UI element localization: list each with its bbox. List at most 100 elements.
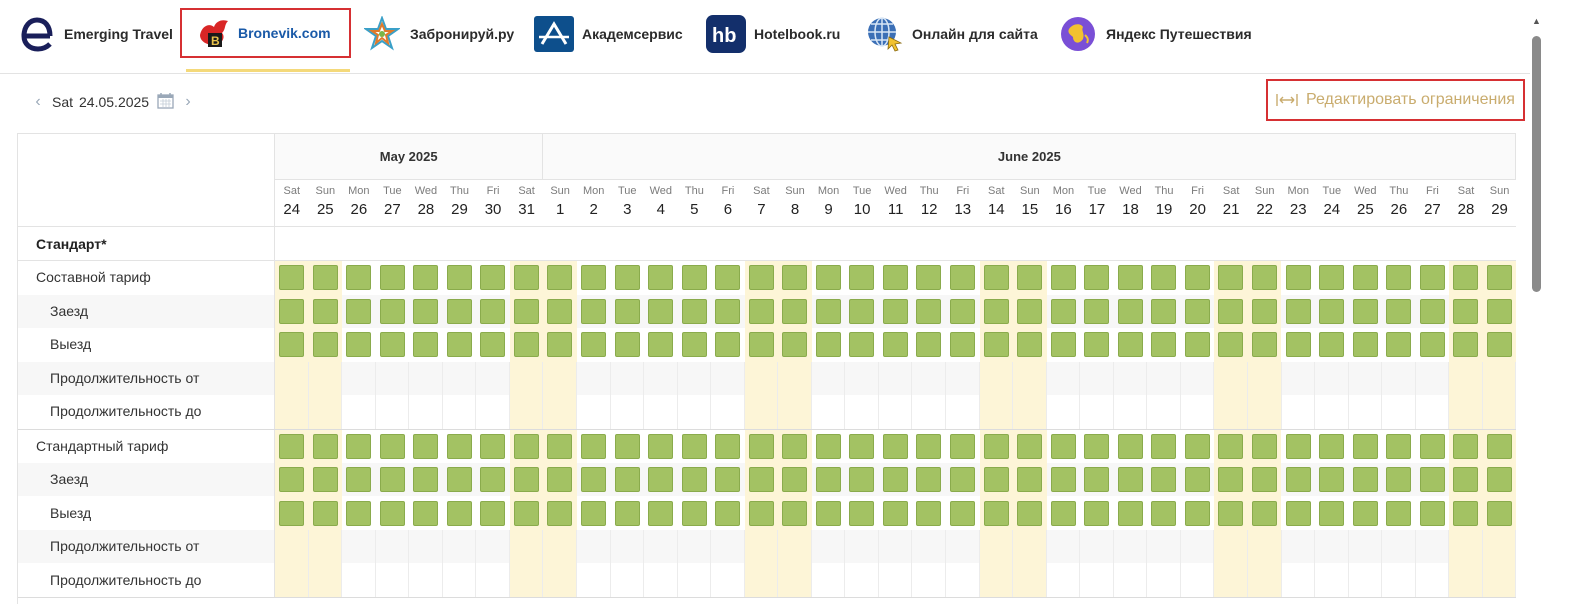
checkin-open-toggle[interactable]	[446, 298, 472, 324]
tariff-open-toggle[interactable]	[1218, 265, 1244, 290]
checkout-open-toggle[interactable]	[1184, 500, 1210, 526]
checkout-open-toggle[interactable]	[715, 500, 741, 526]
checkin-open-toggle[interactable]	[279, 467, 304, 492]
tab-online-for-site[interactable]: Онлайн для сайта	[862, 8, 1038, 60]
tariff-open-toggle[interactable]	[1218, 433, 1244, 459]
checkout-open-toggle[interactable]	[849, 500, 875, 526]
tariff-open-toggle[interactable]	[446, 433, 472, 459]
checkin-open-toggle[interactable]	[648, 467, 674, 492]
tariff-open-toggle[interactable]	[480, 265, 506, 290]
current-date[interactable]: 24.05.2025	[79, 94, 150, 110]
checkin-open-toggle[interactable]	[1218, 467, 1244, 492]
checkin-open-toggle[interactable]	[379, 298, 405, 324]
checkout-open-toggle[interactable]	[950, 332, 975, 357]
checkout-open-toggle[interactable]	[580, 332, 606, 357]
tariff-open-toggle[interactable]	[312, 265, 338, 290]
tariff-open-toggle[interactable]	[1285, 433, 1311, 459]
checkout-open-toggle[interactable]	[748, 500, 774, 526]
checkin-open-toggle[interactable]	[1050, 298, 1076, 324]
tariff-open-toggle[interactable]	[681, 433, 707, 459]
tariff-open-toggle[interactable]	[715, 433, 741, 459]
checkout-open-toggle[interactable]	[346, 332, 372, 357]
tariff-open-toggle[interactable]	[580, 433, 606, 459]
checkout-open-toggle[interactable]	[480, 332, 506, 357]
checkout-open-toggle[interactable]	[1151, 332, 1177, 357]
checkout-open-toggle[interactable]	[983, 500, 1009, 526]
tariff-open-toggle[interactable]	[1386, 265, 1412, 290]
checkin-open-toggle[interactable]	[1352, 298, 1378, 324]
tariff-open-toggle[interactable]	[513, 265, 539, 290]
checkin-open-toggle[interactable]	[916, 467, 942, 492]
checkin-open-toggle[interactable]	[1352, 467, 1378, 492]
checkout-open-toggle[interactable]	[346, 500, 372, 526]
checkout-open-toggle[interactable]	[1084, 500, 1110, 526]
tariff-open-toggle[interactable]	[1251, 265, 1277, 290]
next-date-chevron-right-icon[interactable]: ›	[185, 93, 191, 110]
tariff-open-toggle[interactable]	[950, 265, 975, 290]
checkout-open-toggle[interactable]	[580, 500, 606, 526]
checkin-open-toggle[interactable]	[1285, 298, 1311, 324]
tariff-open-toggle[interactable]	[715, 265, 741, 290]
tariff-open-toggle[interactable]	[279, 265, 304, 290]
checkout-open-toggle[interactable]	[815, 500, 841, 526]
tariff-open-toggle[interactable]	[648, 265, 674, 290]
checkin-open-toggle[interactable]	[1419, 467, 1445, 492]
checkin-open-toggle[interactable]	[480, 298, 506, 324]
tariff-open-toggle[interactable]	[413, 433, 439, 459]
checkout-open-toggle[interactable]	[1050, 332, 1076, 357]
checkin-open-toggle[interactable]	[312, 298, 338, 324]
checkin-open-toggle[interactable]	[346, 467, 372, 492]
tariff-open-toggle[interactable]	[681, 265, 707, 290]
tariff-open-toggle[interactable]	[1486, 265, 1512, 290]
checkout-open-toggle[interactable]	[413, 332, 439, 357]
checkout-open-toggle[interactable]	[849, 332, 875, 357]
checkout-open-toggle[interactable]	[1352, 332, 1378, 357]
tariff-open-toggle[interactable]	[1352, 265, 1378, 290]
tariff-open-toggle[interactable]	[1117, 265, 1143, 290]
checkout-open-toggle[interactable]	[1184, 332, 1210, 357]
checkout-open-toggle[interactable]	[547, 500, 573, 526]
checkout-open-toggle[interactable]	[614, 500, 640, 526]
checkout-open-toggle[interactable]	[312, 500, 338, 526]
checkout-open-toggle[interactable]	[547, 332, 573, 357]
checkout-open-toggle[interactable]	[1251, 500, 1277, 526]
tariff-open-toggle[interactable]	[882, 433, 908, 459]
checkin-open-toggle[interactable]	[950, 298, 975, 324]
checkout-open-toggle[interactable]	[882, 500, 908, 526]
checkout-open-toggle[interactable]	[1319, 332, 1345, 357]
tariff-open-toggle[interactable]	[346, 433, 372, 459]
prev-date-chevron-left-icon[interactable]: ‹	[35, 93, 41, 110]
tariff-open-toggle[interactable]	[279, 433, 304, 459]
checkout-open-toggle[interactable]	[1419, 500, 1445, 526]
tariff-open-toggle[interactable]	[1419, 433, 1445, 459]
checkin-open-toggle[interactable]	[815, 467, 841, 492]
tariff-open-toggle[interactable]	[379, 265, 405, 290]
tab-akademservis[interactable]: Академсервис	[532, 8, 683, 60]
scroll-up-arrow-icon[interactable]: ▲	[1532, 16, 1541, 26]
checkout-open-toggle[interactable]	[983, 332, 1009, 357]
tariff-open-toggle[interactable]	[1319, 265, 1345, 290]
checkin-open-toggle[interactable]	[715, 298, 741, 324]
tariff-open-toggle[interactable]	[1184, 433, 1210, 459]
checkin-open-toggle[interactable]	[916, 298, 942, 324]
tariff-open-toggle[interactable]	[1352, 433, 1378, 459]
tariff-open-toggle[interactable]	[849, 265, 875, 290]
checkout-open-toggle[interactable]	[1218, 332, 1244, 357]
checkin-open-toggle[interactable]	[1017, 298, 1043, 324]
tariff-open-toggle[interactable]	[1486, 433, 1512, 459]
checkin-open-toggle[interactable]	[513, 467, 539, 492]
checkout-open-toggle[interactable]	[782, 500, 808, 526]
tariff-open-toggle[interactable]	[849, 433, 875, 459]
checkout-open-toggle[interactable]	[279, 500, 304, 526]
tariff-open-toggle[interactable]	[782, 265, 808, 290]
checkin-open-toggle[interactable]	[983, 467, 1009, 492]
checkout-open-toggle[interactable]	[648, 500, 674, 526]
checkin-open-toggle[interactable]	[1017, 467, 1043, 492]
checkin-open-toggle[interactable]	[580, 298, 606, 324]
checkout-open-toggle[interactable]	[916, 500, 942, 526]
tariff-open-toggle[interactable]	[547, 433, 573, 459]
checkin-open-toggle[interactable]	[1319, 298, 1345, 324]
checkin-open-toggle[interactable]	[1251, 467, 1277, 492]
tariff-open-toggle[interactable]	[513, 433, 539, 459]
checkin-open-toggle[interactable]	[882, 467, 908, 492]
